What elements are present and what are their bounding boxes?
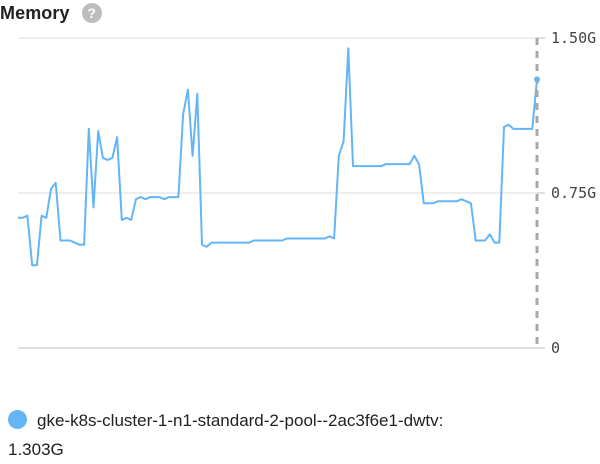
chart-header: Memory ?: [0, 0, 102, 26]
legend-swatch: [8, 410, 27, 429]
help-circle-icon[interactable]: ?: [81, 3, 102, 23]
y-tick-label: 0.75G: [551, 184, 596, 202]
legend: gke-k8s-cluster-1-n1-standard-2-pool--2a…: [8, 406, 592, 464]
legend-series-label: gke-k8s-cluster-1-n1-standard-2-pool--2a…: [37, 411, 444, 430]
chart-title: Memory: [0, 2, 70, 23]
legend-series-value: 1.303G: [8, 440, 64, 459]
y-tick-label: 0: [551, 339, 560, 357]
memory-line-chart: 0 0.75G 1.50G: [18, 29, 596, 357]
y-tick-label: 1.50G: [551, 29, 596, 47]
hover-point: [534, 76, 540, 83]
series-line: [18, 47, 538, 267]
